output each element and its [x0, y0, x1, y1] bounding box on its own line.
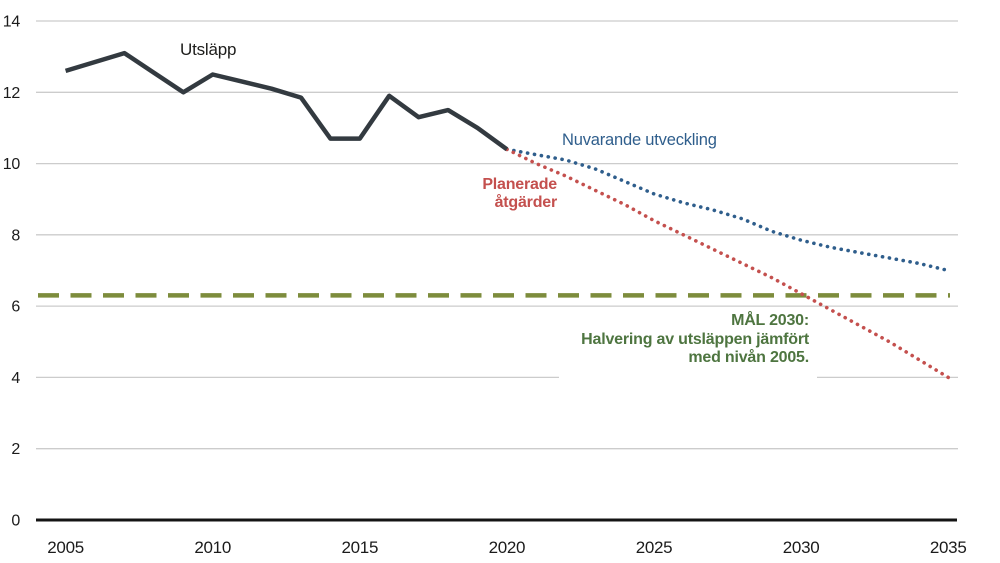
planned-label-line2: åtgärder — [494, 193, 558, 211]
goal-label-line3: med nivån 2005. — [688, 349, 809, 366]
svg-text:2010: 2010 — [194, 538, 231, 557]
series-label-emissions: Utsläpp — [180, 40, 237, 59]
planned-label-line1: Planerade — [482, 176, 557, 193]
goal-label-line1: MÅL 2030: — [731, 312, 809, 329]
svg-text:2005: 2005 — [47, 538, 84, 557]
series-label-current-development: Nuvarande utveckling — [562, 131, 717, 149]
svg-text:0: 0 — [11, 513, 20, 530]
series-label-planned-measures: Planerade åtgärder — [430, 176, 557, 211]
svg-text:8: 8 — [11, 227, 20, 244]
svg-text:2030: 2030 — [783, 538, 820, 557]
svg-text:2035: 2035 — [930, 538, 967, 557]
svg-text:12: 12 — [3, 85, 21, 102]
svg-text:2025: 2025 — [636, 538, 673, 557]
goal-2030-annotation: MÅL 2030: Halvering av utsläppen jämfört… — [559, 308, 817, 381]
svg-text:4: 4 — [11, 370, 20, 387]
goal-label-line2: Halvering av utsläppen jämfört — [581, 330, 809, 348]
svg-text:2: 2 — [11, 441, 20, 458]
svg-text:6: 6 — [11, 299, 20, 316]
svg-text:14: 14 — [3, 14, 21, 31]
svg-text:10: 10 — [3, 156, 21, 173]
svg-text:2020: 2020 — [489, 538, 526, 557]
svg-text:2015: 2015 — [341, 538, 378, 557]
